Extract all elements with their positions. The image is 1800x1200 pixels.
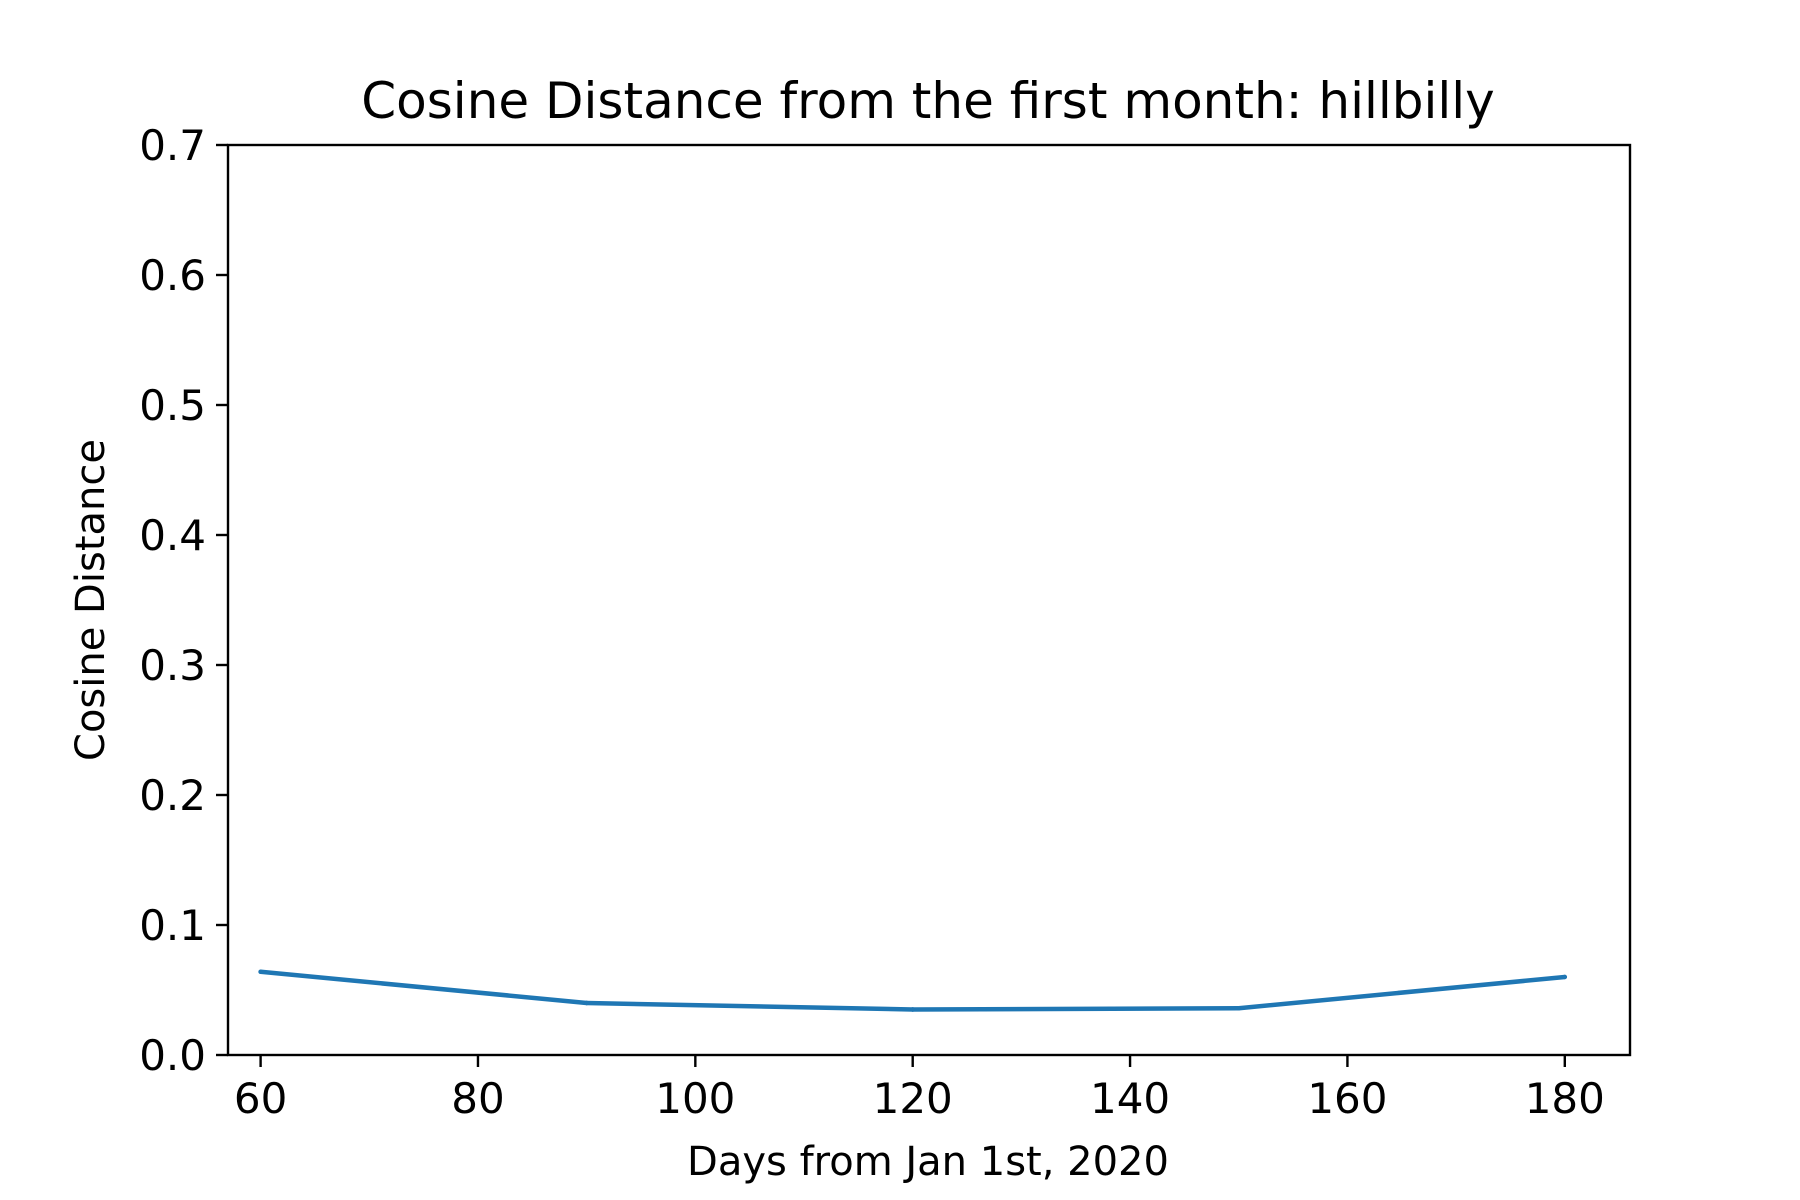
x-tick-label: 180 [1525,1074,1605,1123]
data-point [584,1000,589,1006]
x-tick-label: 100 [655,1074,735,1123]
series-segment [584,1000,915,1012]
series-layer [258,969,1568,1012]
x-axis: 60 80 100 120 140 160 180 [234,1055,1605,1123]
y-tick-label: 0.1 [139,901,206,950]
axes-frame [226,143,1632,1057]
y-tick-label: 0.0 [139,1031,206,1080]
data-point [910,1007,915,1012]
y-axis-label: Cosine Distance [68,439,114,761]
series-segment [258,969,589,1006]
y-tick-label: 0.6 [139,251,206,300]
data-point [1562,974,1567,980]
y-tick-label: 0.5 [139,381,206,430]
x-tick-label: 120 [873,1074,953,1123]
y-tick-label: 0.7 [139,121,206,170]
x-tick-label: 160 [1307,1074,1387,1123]
x-tick-label: 60 [234,1074,287,1123]
series-segment [910,1005,1241,1012]
data-point [1236,1006,1241,1011]
series-segment [1236,974,1568,1011]
series-line [258,969,1568,1012]
y-tick-label: 0.3 [139,641,206,690]
data-point [258,969,263,974]
x-tick-label: 140 [1090,1074,1170,1123]
y-tick-label: 0.2 [139,771,206,820]
x-tick-label: 80 [451,1074,504,1123]
x-axis-label: Days from Jan 1st, 2020 [687,1139,1169,1185]
y-axis: 0.0 0.1 0.2 0.3 0.4 0.5 0.6 0.7 [139,121,228,1080]
y-tick-label: 0.4 [139,511,206,560]
chart-title: Cosine Distance from the first month: hi… [361,72,1495,130]
